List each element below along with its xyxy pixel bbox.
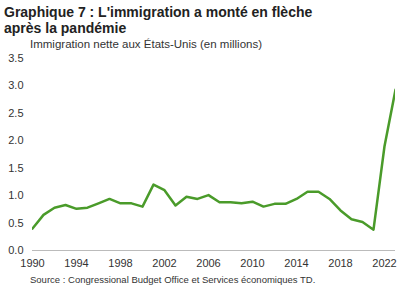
html-text:Source : Congressional Budget: Source : Congressional Budget Office et … (30, 274, 316, 285)
svg-text:1990: 1990 (20, 257, 44, 269)
svg-text:1998: 1998 (108, 257, 132, 269)
svg-text:1.0: 1.0 (8, 189, 23, 201)
svg-text:1994: 1994 (64, 257, 88, 269)
svg-text:2006: 2006 (196, 257, 220, 269)
html-text:Immigration nette aux États-Un: Immigration nette aux États-Unis (en mil… (30, 38, 262, 50)
svg-text:2014: 2014 (284, 257, 308, 269)
svg-text:3.0: 3.0 (8, 79, 23, 91)
svg-text:2018: 2018 (328, 257, 352, 269)
svg-text:0.5: 0.5 (8, 217, 23, 229)
svg-text:0.0: 0.0 (8, 244, 23, 256)
svg-text:2010: 2010 (240, 257, 264, 269)
svg-text:3.5: 3.5 (8, 52, 23, 64)
svg-text:2022: 2022 (372, 257, 396, 269)
svg-text:1.5: 1.5 (8, 162, 23, 174)
html-text:Graphique 7 : L'immigration a: Graphique 7 : L'immigration a monté en f… (4, 4, 313, 36)
svg-text:2.5: 2.5 (8, 107, 23, 119)
svg-text:2.0: 2.0 (8, 134, 23, 146)
svg-text:2002: 2002 (152, 257, 176, 269)
